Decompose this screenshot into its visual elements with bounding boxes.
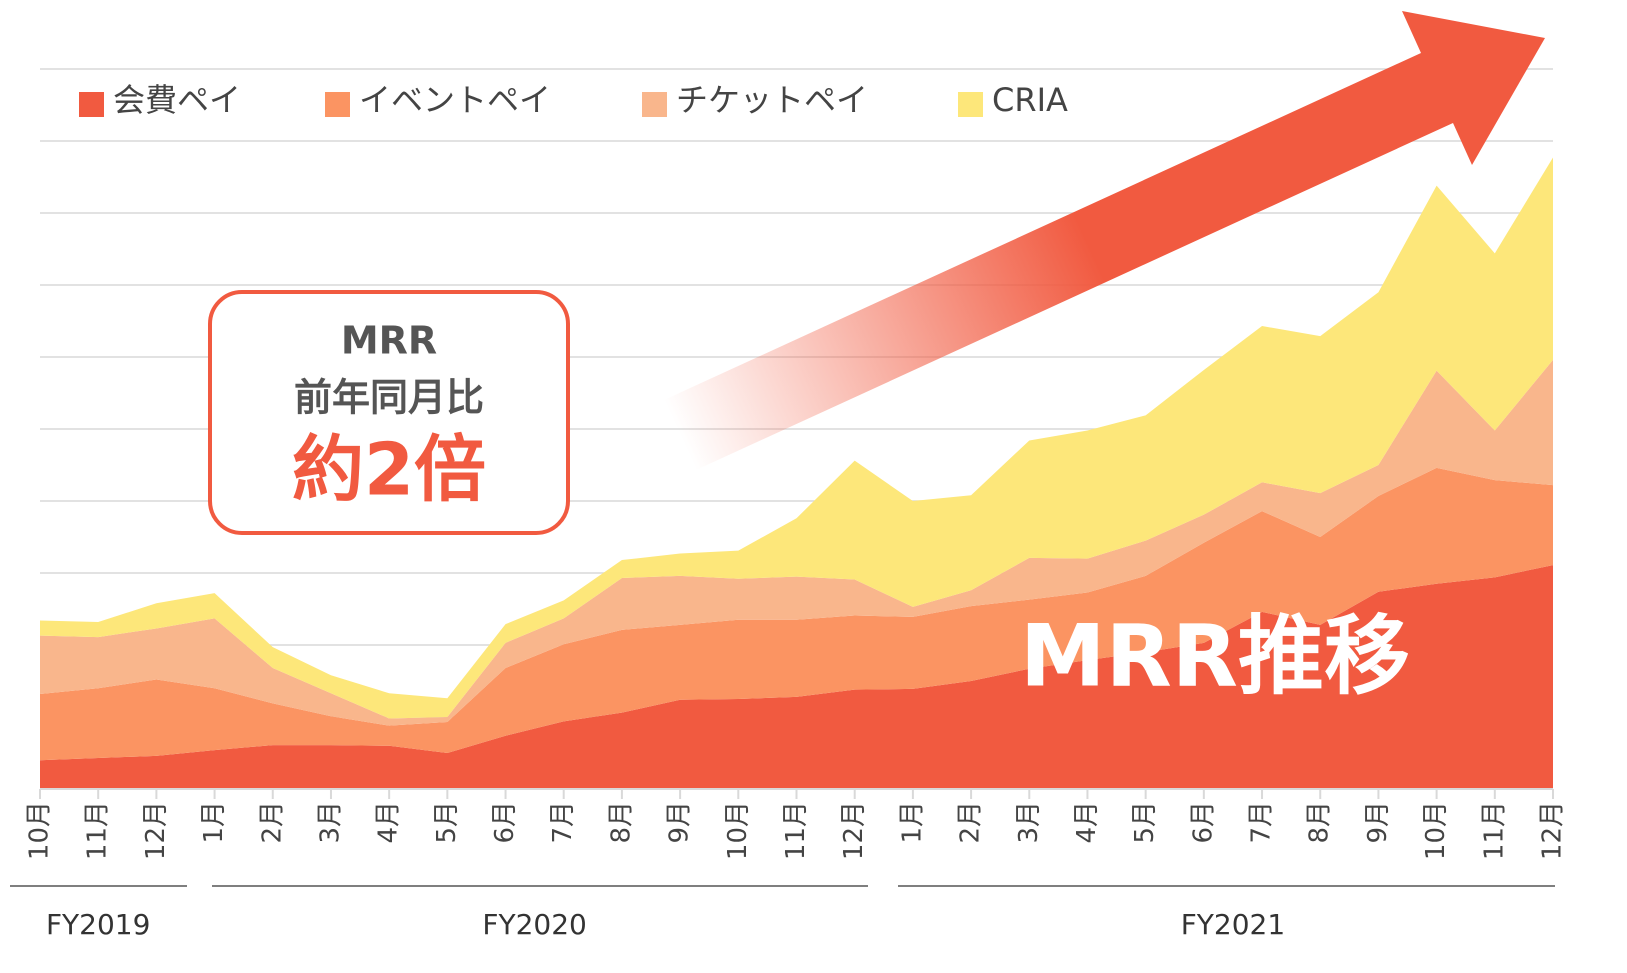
x-tick-label: 2月 bbox=[956, 801, 986, 844]
x-tick-label: 10月 bbox=[25, 801, 55, 860]
x-tick-label: 1月 bbox=[897, 801, 927, 844]
x-tick-label: 11月 bbox=[1479, 801, 1509, 860]
fiscal-year-label: FY2019 bbox=[46, 908, 150, 941]
x-tick-label: 12月 bbox=[839, 801, 869, 860]
x-tick-label: 6月 bbox=[1188, 801, 1218, 844]
area bbox=[40, 565, 1553, 789]
x-tick-label: 8月 bbox=[606, 801, 636, 844]
area bbox=[40, 157, 1553, 719]
x-tick-label: 3月 bbox=[315, 801, 345, 844]
x-tick-label: 9月 bbox=[1363, 801, 1393, 844]
callout-line2: 前年同月比 bbox=[294, 376, 484, 420]
callout-line1: MRR bbox=[341, 319, 437, 363]
legend-swatch bbox=[642, 92, 667, 117]
legend-swatch bbox=[79, 92, 104, 117]
x-tick-label: 1月 bbox=[199, 801, 229, 844]
x-axis: 10月 11月 12月 1月 2月 3月 4月 5月 6月 7月 8月 9月 10月 11月 12月 1月 2月… bbox=[10, 788, 1568, 941]
x-tick-label: 12月 bbox=[1538, 801, 1568, 860]
x-tick-label: 5月 bbox=[1130, 801, 1160, 844]
x-tick-label: 4月 bbox=[374, 801, 404, 844]
legend-swatch bbox=[958, 92, 983, 117]
legend-label: イベントペイ bbox=[359, 81, 551, 119]
x-tick-label: 3月 bbox=[1014, 801, 1044, 844]
x-tick-label: 5月 bbox=[432, 801, 462, 844]
legend-swatch bbox=[325, 92, 350, 117]
annotation: MRR推移 bbox=[1020, 606, 1410, 706]
x-tick-label: 10月 bbox=[723, 801, 753, 860]
legend-label: チケットペイ bbox=[676, 81, 868, 119]
x-tick-label: 6月 bbox=[490, 801, 520, 844]
x-tick-label: 9月 bbox=[665, 801, 695, 844]
x-tick-label: 12月 bbox=[141, 801, 171, 860]
legend-label: 会費ペイ bbox=[113, 81, 241, 119]
x-tick-label: 11月 bbox=[83, 801, 113, 860]
x-tick-label: 7月 bbox=[1247, 801, 1277, 844]
x-tick-label: 11月 bbox=[781, 801, 811, 860]
x-tick-label: 2月 bbox=[257, 801, 287, 844]
fiscal-year-label: FY2020 bbox=[482, 908, 586, 941]
x-tick-label: 4月 bbox=[1072, 801, 1102, 844]
legend-label: CRIA bbox=[992, 81, 1068, 119]
area bbox=[40, 467, 1553, 761]
x-tick-label: 7月 bbox=[548, 801, 578, 844]
fiscal-year-label: FY2021 bbox=[1181, 908, 1285, 941]
trend-arrow bbox=[664, 11, 1545, 470]
x-tick-label: 8月 bbox=[1305, 801, 1335, 844]
legend: 会費ペイ イベントペイ チケットペイ CRIA bbox=[79, 81, 1068, 119]
areas bbox=[40, 157, 1553, 789]
callout-box bbox=[208, 290, 570, 535]
callout-highlight: 約2倍 bbox=[292, 428, 486, 512]
x-tick-label: 10月 bbox=[1421, 801, 1451, 860]
